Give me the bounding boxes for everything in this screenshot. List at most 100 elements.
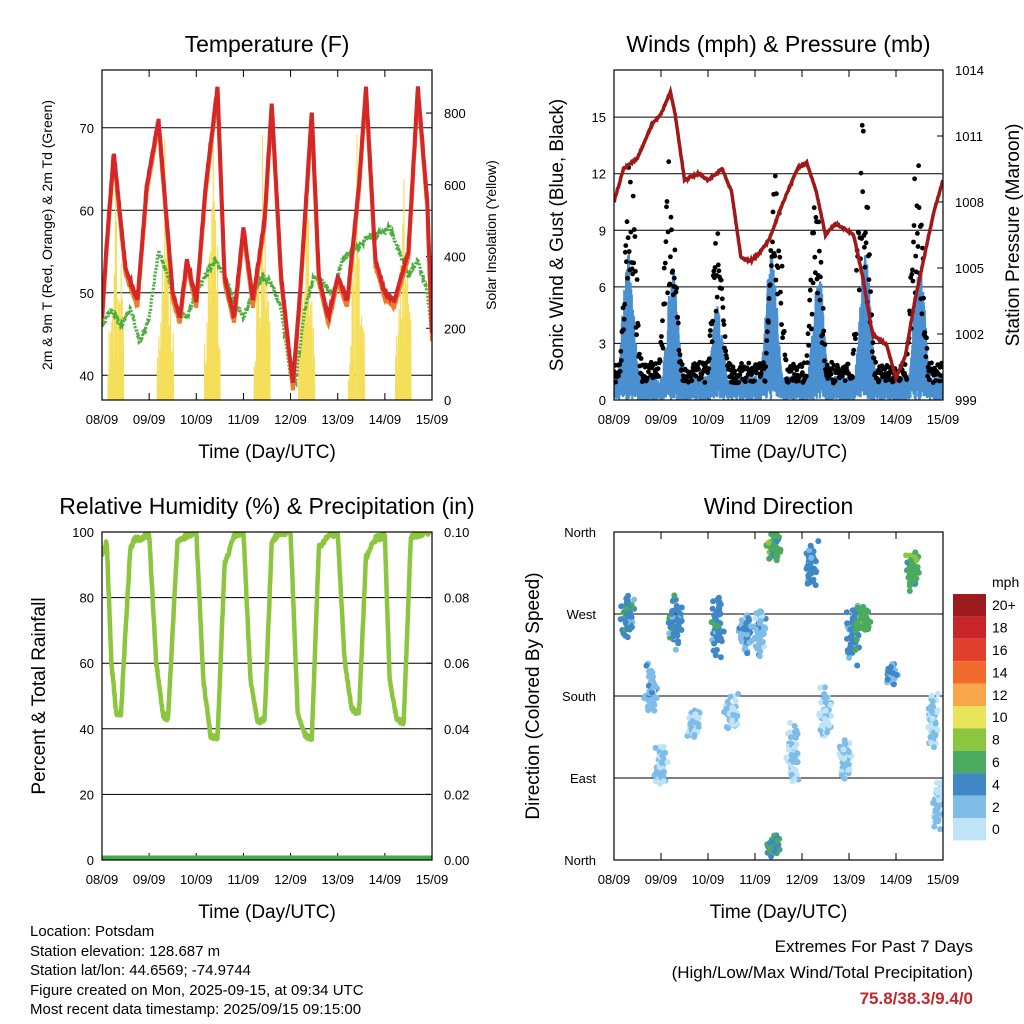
gust-point bbox=[785, 379, 791, 385]
temperature-ylabel: 2m & 9m T (Red, Orange) & 2m Td (Green) bbox=[39, 100, 55, 370]
direction-point bbox=[932, 720, 939, 727]
direction-point bbox=[678, 627, 685, 633]
direction-point bbox=[844, 647, 851, 654]
direction-point bbox=[651, 772, 658, 779]
temperature-plot: Temperature (F) Time (Day/UTC) 08/09 09/09 1… bbox=[39, 31, 499, 463]
direction-point bbox=[756, 653, 763, 660]
gust-point bbox=[765, 329, 770, 335]
direction-point bbox=[794, 750, 801, 757]
gust-point bbox=[637, 351, 642, 357]
gust-point bbox=[801, 360, 807, 366]
gust-point bbox=[746, 360, 752, 366]
y2-tick-label: 1002 bbox=[955, 327, 984, 342]
legend-label: 2 bbox=[992, 799, 1000, 815]
x-tick-label: 13/09 bbox=[833, 872, 866, 887]
gust-point bbox=[869, 349, 875, 355]
gust-point bbox=[916, 163, 921, 169]
gust-point bbox=[898, 377, 903, 382]
y-tick-label: West bbox=[567, 607, 597, 622]
direction-point bbox=[711, 640, 718, 647]
y-tick-label: North bbox=[564, 525, 596, 540]
direction-point bbox=[812, 558, 819, 565]
direction-point bbox=[822, 707, 829, 714]
direction-point bbox=[666, 630, 673, 637]
gust-point bbox=[781, 329, 787, 334]
direction-point bbox=[713, 646, 720, 653]
direction-point bbox=[792, 767, 799, 774]
y-tick-label: 100 bbox=[72, 525, 94, 540]
direction-point bbox=[658, 759, 665, 766]
direction-point bbox=[928, 739, 935, 746]
direction-point bbox=[854, 604, 861, 611]
direction-point bbox=[649, 689, 655, 696]
y-tick-label: 0 bbox=[599, 393, 606, 408]
direction-point bbox=[673, 602, 680, 609]
direction-point bbox=[934, 779, 940, 786]
direction-point bbox=[841, 737, 848, 744]
gust-point bbox=[614, 379, 619, 385]
gust-point bbox=[770, 209, 776, 215]
x-tick-label: 12/09 bbox=[274, 412, 307, 427]
direction-point bbox=[708, 619, 715, 626]
direction-point bbox=[771, 845, 778, 852]
direction-point bbox=[821, 715, 828, 722]
direction-point bbox=[730, 706, 737, 713]
gust-point bbox=[764, 338, 770, 343]
direction-point bbox=[909, 571, 916, 577]
gust-point bbox=[863, 230, 868, 236]
y-tick-label: East bbox=[570, 771, 596, 786]
gust-point bbox=[618, 348, 624, 354]
x-tick-label: 11/09 bbox=[739, 872, 771, 887]
gust-point bbox=[672, 247, 678, 253]
direction-point bbox=[808, 554, 815, 561]
direction-point bbox=[774, 837, 781, 844]
direction-point bbox=[651, 707, 658, 714]
gust-point bbox=[712, 265, 718, 270]
gust-point bbox=[911, 223, 917, 228]
legend-swatch bbox=[953, 661, 986, 684]
gust-point bbox=[662, 260, 668, 266]
gust-point bbox=[772, 253, 778, 259]
direction-point bbox=[852, 646, 859, 653]
plot-frame bbox=[613, 69, 944, 401]
legend-label: 16 bbox=[992, 642, 1008, 658]
gust-point bbox=[919, 222, 924, 228]
direction-point bbox=[938, 785, 943, 792]
gust-point bbox=[763, 364, 769, 370]
direction-point bbox=[732, 698, 739, 705]
gust-point bbox=[783, 357, 789, 363]
humidity-ylabel: Percent & Total Rainfall bbox=[29, 597, 50, 794]
wind-direction-ylabel: Direction (Colored By Speed) bbox=[523, 572, 544, 819]
direction-point bbox=[676, 619, 683, 626]
direction-point bbox=[772, 544, 778, 551]
direction-point bbox=[738, 617, 745, 624]
gust-point bbox=[720, 305, 726, 310]
dewpoint-line bbox=[102, 220, 432, 389]
gust-point bbox=[863, 240, 869, 246]
gust-point bbox=[876, 378, 882, 384]
direction-point bbox=[746, 639, 753, 646]
direction-point bbox=[766, 839, 773, 846]
direction-point bbox=[912, 549, 919, 556]
y-tick-label: North bbox=[564, 853, 596, 868]
y2-tick-label: 1008 bbox=[955, 195, 984, 210]
direction-point bbox=[766, 846, 773, 853]
direction-point bbox=[854, 662, 861, 669]
insolation-line bbox=[107, 130, 412, 400]
gust-point bbox=[766, 296, 772, 301]
gust-point bbox=[723, 348, 729, 354]
x-tick-label: 09/09 bbox=[645, 872, 678, 887]
gust-point bbox=[679, 362, 685, 367]
gust-point bbox=[684, 374, 690, 379]
gust-point bbox=[923, 354, 929, 360]
gust-point bbox=[835, 365, 841, 371]
direction-point bbox=[713, 634, 720, 641]
direction-point bbox=[618, 603, 625, 610]
extremes-title: Extremes For Past 7 Days bbox=[774, 937, 973, 956]
direction-point bbox=[624, 597, 631, 604]
gust-point bbox=[890, 379, 895, 385]
gust-point bbox=[815, 290, 820, 296]
direction-point bbox=[823, 694, 830, 701]
y-tick-label: South bbox=[562, 689, 596, 704]
gust-point bbox=[924, 335, 929, 341]
